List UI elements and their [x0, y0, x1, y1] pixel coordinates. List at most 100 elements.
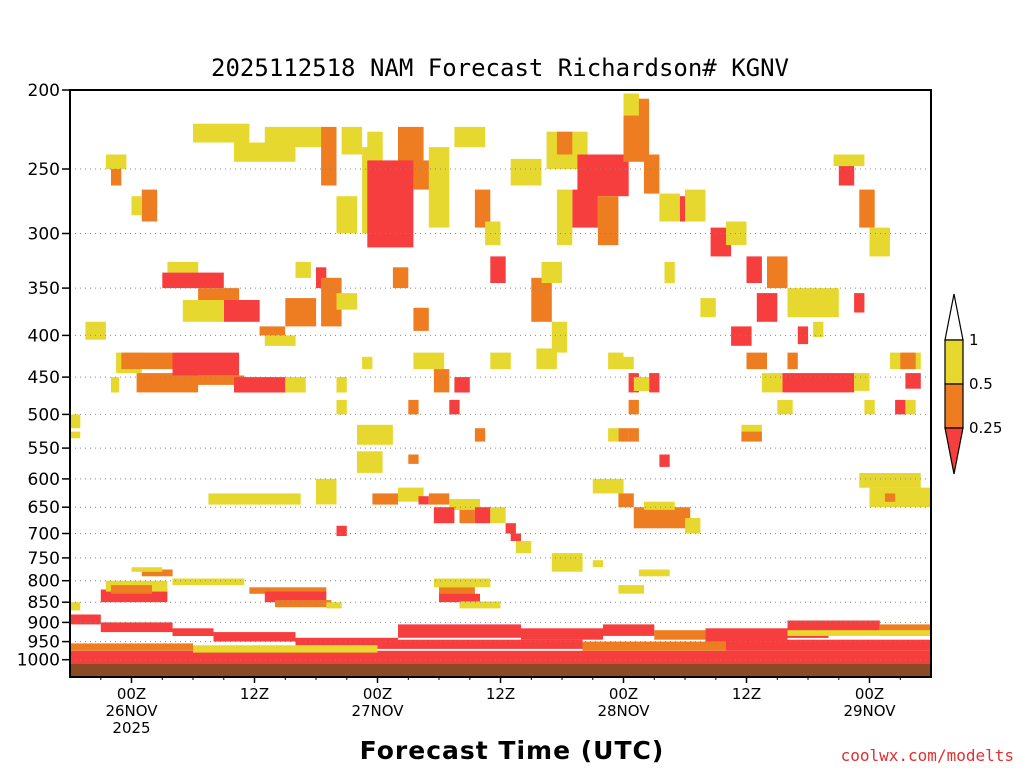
heatmap-cell: [336, 525, 347, 536]
heatmap-cell: [413, 307, 429, 331]
y-tick-label: 900: [28, 613, 60, 633]
y-tick-label: 350: [28, 279, 60, 299]
heatmap-cell: [879, 624, 932, 636]
heatmap-cell: [162, 272, 224, 289]
heatmap-cell: [182, 300, 224, 322]
heatmap-cell: [618, 493, 634, 508]
heatmap-cell: [531, 277, 552, 322]
heatmap-cell: [633, 507, 691, 529]
x-tick-label: 2025: [112, 719, 150, 737]
heatmap-cell: [515, 541, 532, 554]
heatmap-cell: [705, 628, 788, 642]
heatmap-cell: [341, 126, 363, 155]
heatmap-cell: [264, 126, 327, 147]
heatmap-cell: [367, 160, 414, 248]
heatmap-cell: [70, 431, 81, 439]
y-tick-label: 400: [28, 326, 60, 346]
heatmap-cell: [551, 553, 583, 572]
heatmap-cell: [433, 369, 450, 393]
heatmap-cell: [362, 356, 373, 370]
heatmap-cell: [777, 399, 793, 415]
y-tick-label: 1000: [17, 651, 60, 671]
colorbar-legend: 1 0.5 0.25: [944, 293, 1002, 475]
heatmap-cell: [326, 602, 342, 609]
heatmap-cell: [659, 454, 670, 467]
heatmap-cell: [726, 221, 747, 246]
heatmap-cell: [131, 567, 163, 572]
heatmap-cell: [577, 154, 629, 197]
heatmap-cell: [285, 298, 317, 327]
heatmap-cell: [649, 373, 660, 393]
heatmap-cell: [603, 624, 655, 636]
legend-level-label: 0.25: [969, 419, 1002, 437]
heatmap-cell: [336, 293, 357, 310]
heatmap-cell: [264, 335, 296, 346]
heatmap-cell: [644, 501, 675, 510]
heatmap-cell: [141, 569, 173, 577]
heatmap-cell: [756, 293, 778, 322]
x-tick-label: 00Z: [609, 685, 638, 703]
heatmap-cell: [357, 451, 383, 473]
heatmap-cell: [372, 493, 398, 505]
heatmap-cell: [869, 227, 890, 257]
heatmap-cell: [828, 620, 880, 633]
heatmap-cell: [895, 399, 906, 415]
heatmap-cell: [731, 326, 752, 346]
y-tick-label: 700: [28, 525, 60, 545]
heatmap-cell: [485, 221, 501, 246]
heatmap-cell: [172, 628, 214, 636]
heatmap-cell: [264, 591, 327, 603]
heatmap-cell: [111, 585, 152, 594]
heatmap-cell: [490, 507, 506, 524]
heatmap-cell: [505, 523, 516, 534]
y-tick-label: 650: [28, 498, 60, 518]
heatmap-cell: [172, 578, 245, 586]
heatmap-cell: [357, 424, 393, 445]
heatmap-cell: [321, 277, 342, 327]
heatmap-cell: [510, 533, 521, 541]
legend-bin-0.25-0.5: [944, 383, 964, 429]
heatmap-cell: [275, 600, 332, 608]
heatmap-cell: [859, 473, 921, 488]
heatmap-cell: [521, 628, 603, 640]
y-tick-label: 250: [28, 160, 60, 180]
heatmap-cell: [556, 189, 573, 246]
heatmap-cell: [234, 142, 296, 162]
heatmap-cell: [316, 267, 327, 289]
y-tick-label: 600: [28, 470, 60, 490]
heatmap-cell: [664, 261, 675, 283]
heatmap-cell: [336, 377, 347, 393]
heatmap-cell: [85, 321, 106, 340]
heatmap-cell: [136, 373, 199, 393]
heatmap-cell: [884, 493, 896, 502]
heatmap-cell: [433, 507, 455, 524]
heatmap-cell: [813, 321, 824, 338]
heatmap-cell: [336, 399, 347, 415]
heatmap-cell: [746, 352, 767, 370]
heatmap-cell: [474, 428, 486, 442]
grid-lines: [70, 168, 931, 661]
heatmap-cell: [623, 93, 639, 116]
heatmap-cell: [70, 650, 931, 664]
heatmap-cell: [556, 131, 573, 155]
heatmap-cell: [408, 399, 419, 415]
heatmap-cell: [638, 569, 670, 577]
heatmap-cell: [121, 352, 173, 370]
legend-bin-above-1: [944, 293, 964, 341]
heatmap-cell: [392, 267, 409, 289]
heatmap-cell: [439, 593, 480, 603]
y-tick-label: 750: [28, 549, 60, 569]
heatmap-cell: [541, 261, 562, 283]
heatmap-cell: [628, 399, 639, 415]
heatmap-cell: [787, 630, 931, 636]
x-tick-label: 12Z: [240, 685, 269, 703]
heatmap-cell: [782, 373, 855, 393]
heatmap-cell: [510, 158, 542, 186]
heatmap-cell: [474, 189, 491, 228]
x-tick-label: 00Z: [363, 685, 392, 703]
heatmap-cell: [70, 614, 101, 625]
legend-level-label: 0.5: [969, 375, 993, 393]
legend-bin-0.5-1: [944, 339, 964, 385]
heatmap-cell: [490, 352, 511, 370]
